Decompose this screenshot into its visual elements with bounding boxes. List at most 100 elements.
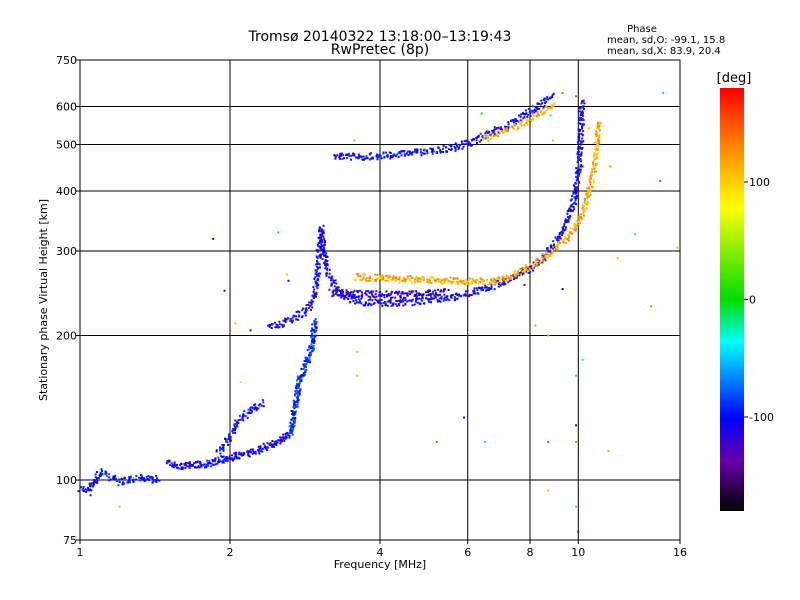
trace-point — [205, 464, 208, 467]
trace-point — [536, 262, 539, 265]
trace-point — [587, 191, 590, 194]
trace-point — [570, 198, 573, 201]
trace-point — [507, 123, 510, 126]
trace-point — [434, 289, 437, 292]
trace-point — [316, 274, 319, 277]
trace-point — [311, 338, 314, 341]
trace-point — [411, 298, 414, 301]
trace-point — [304, 307, 307, 310]
trace-point — [305, 356, 308, 359]
trace-point — [581, 147, 583, 150]
trace-point — [237, 419, 240, 421]
noise-point — [577, 530, 580, 533]
trace-point — [546, 249, 549, 252]
trace-point — [271, 323, 274, 326]
trace-point — [359, 154, 362, 157]
trace-point — [142, 478, 145, 481]
trace-point — [243, 410, 246, 413]
trace-point — [418, 297, 421, 300]
trace-point — [434, 296, 437, 299]
trace-point — [580, 160, 582, 163]
trace-point — [352, 293, 355, 296]
trace-point — [513, 270, 516, 273]
trace-point — [592, 168, 594, 171]
trace-point — [166, 460, 169, 462]
trace-point — [261, 399, 264, 402]
trace-point — [319, 266, 321, 269]
trace-point — [498, 277, 501, 280]
trace-point — [505, 279, 508, 282]
trace-point — [420, 154, 423, 157]
trace-point — [428, 298, 431, 301]
trace-point — [328, 288, 331, 291]
trace-point — [578, 110, 581, 113]
trace-point — [387, 276, 390, 279]
trace-point — [90, 482, 93, 485]
trace-point — [441, 279, 444, 282]
trace-point — [323, 249, 326, 252]
trace-point — [535, 109, 538, 112]
trace-point — [572, 202, 575, 205]
trace-point — [493, 288, 496, 291]
noise-point — [534, 324, 537, 327]
trace-point — [233, 457, 236, 460]
trace-point — [340, 296, 343, 299]
trace-point — [404, 154, 407, 157]
trace-point — [316, 277, 319, 280]
trace-point — [324, 267, 327, 270]
trace-point — [490, 277, 493, 280]
trace-point — [222, 461, 225, 464]
trace-point — [284, 437, 287, 440]
trace-point — [299, 380, 302, 383]
trace-point — [324, 259, 327, 262]
trace-point — [443, 282, 446, 285]
trace-point — [454, 149, 457, 152]
trace-point — [262, 401, 265, 404]
trace-point — [218, 459, 220, 461]
trace-point — [380, 302, 383, 305]
trace-point — [536, 114, 539, 117]
trace-point — [562, 238, 565, 241]
trace-point — [252, 450, 255, 453]
trace-point — [581, 204, 584, 207]
trace-point — [234, 427, 237, 430]
trace-point — [323, 241, 326, 244]
trace-point — [334, 279, 337, 282]
trace-point — [492, 279, 495, 282]
trace-point — [476, 292, 479, 295]
trace-point — [547, 98, 550, 101]
trace-point — [318, 228, 321, 231]
trace-point — [261, 450, 264, 453]
trace-point — [391, 296, 394, 299]
trace-point — [250, 410, 253, 413]
trace-point — [547, 253, 550, 256]
trace-point — [465, 139, 468, 142]
trace-point — [419, 148, 422, 151]
trace-point — [219, 447, 222, 450]
trace-point — [490, 283, 493, 286]
trace-point — [503, 129, 506, 132]
trace-point — [310, 330, 313, 333]
trace-point — [249, 448, 252, 451]
trace-point — [495, 277, 498, 280]
trace-point — [358, 295, 361, 298]
trace-point — [371, 277, 374, 280]
trace-point — [587, 190, 590, 193]
trace-point — [453, 277, 456, 280]
trace-point — [296, 403, 299, 406]
trace-point — [595, 134, 598, 137]
trace-point — [346, 157, 349, 159]
trace-point — [529, 112, 532, 115]
trace-point — [440, 297, 443, 300]
trace-point — [545, 97, 548, 100]
trace-point — [284, 319, 287, 322]
trace-point — [596, 152, 599, 155]
trace-point — [307, 348, 310, 351]
trace-point — [192, 464, 194, 467]
trace-point — [313, 294, 316, 297]
trace-point — [516, 274, 519, 277]
trace-point — [291, 429, 294, 432]
trace-point — [578, 135, 581, 138]
trace-point — [242, 419, 245, 422]
